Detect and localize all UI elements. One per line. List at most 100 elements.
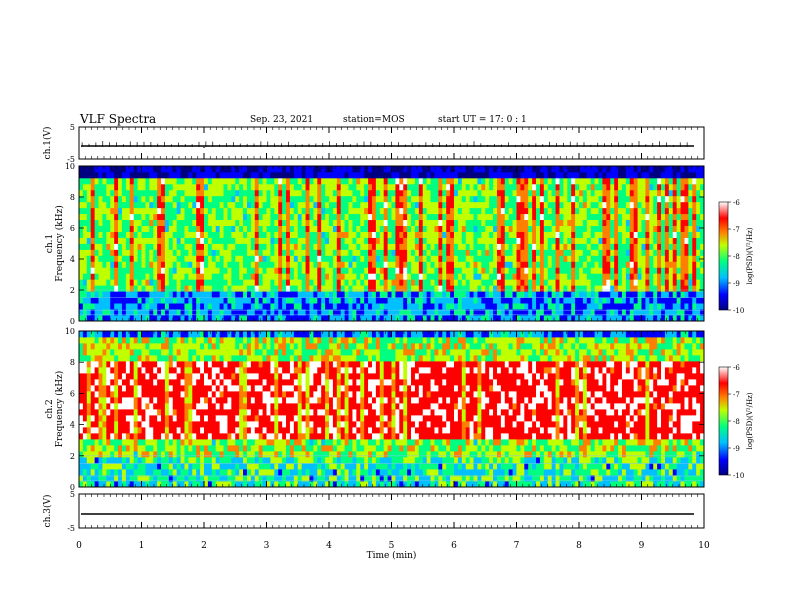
spectrogram-cell	[668, 237, 674, 244]
spectrogram-cell	[106, 261, 111, 268]
spectrogram-cell	[614, 279, 619, 286]
spectrogram-cell	[493, 207, 498, 215]
spectrogram-cell	[161, 225, 166, 232]
spectrogram-cell	[512, 207, 517, 215]
spectrogram-cell	[598, 291, 603, 298]
spectrogram-cell	[223, 243, 228, 250]
spectrogram-cell	[297, 309, 303, 316]
spectrogram-cell	[680, 231, 685, 238]
spectrogram-cell	[676, 237, 681, 244]
spectrogram-cell	[106, 451, 111, 458]
spectrogram-cell	[621, 207, 627, 215]
spectrogram-cell	[137, 297, 142, 304]
spectrogram-cell	[371, 315, 377, 322]
spectrogram-cell	[516, 207, 521, 215]
spectrogram-cell	[274, 315, 279, 322]
spectrogram-cell	[465, 291, 471, 298]
spectrogram-cell	[555, 171, 560, 179]
spectrogram-cell	[446, 207, 451, 215]
spectrogram-cell	[309, 291, 314, 298]
spectrogram-cell	[79, 397, 84, 404]
spectrogram-cell	[168, 291, 174, 298]
spectrogram-cell	[403, 231, 408, 238]
spectrogram-cell	[653, 303, 658, 310]
spectrogram-cell	[278, 213, 283, 221]
spectrogram-cell	[243, 315, 248, 322]
spectrogram-cell	[110, 267, 115, 274]
spectrogram-cell	[618, 261, 623, 268]
spectrogram-cell	[543, 273, 549, 280]
spectrogram-cell	[141, 195, 146, 203]
spectrogram-cell	[172, 255, 178, 262]
spectrogram-cell	[118, 355, 123, 362]
spectrogram-cell	[454, 183, 459, 191]
spectrogram-cell	[375, 225, 381, 232]
spectrogram-cell	[411, 255, 416, 262]
spectrogram-cell	[172, 249, 178, 256]
spectrogram-cell	[332, 303, 338, 310]
spectrogram-cell	[121, 273, 127, 280]
spectrogram-cell	[579, 255, 584, 262]
spectrogram-cell	[121, 166, 127, 173]
spectrogram-cell	[231, 201, 236, 209]
spectrogram-cell	[180, 315, 185, 322]
spectrogram-cell	[438, 166, 443, 173]
spectrogram-cell	[211, 297, 217, 304]
spectrogram-cell	[106, 349, 111, 356]
spectrogram-cell	[352, 261, 357, 268]
spectrogram-cell	[590, 273, 596, 280]
spectrogram-cell	[618, 315, 623, 322]
spectrogram-cell	[184, 213, 189, 221]
spectrogram-cell	[106, 177, 111, 185]
spectrogram-cell	[528, 273, 533, 280]
spectrogram-cell	[575, 189, 580, 197]
y-tick-label: 4	[70, 255, 75, 264]
spectrogram-cell	[442, 249, 447, 256]
spectrogram-cell	[153, 219, 158, 227]
spectrogram-cell	[196, 201, 201, 209]
spectrogram-cell	[614, 309, 619, 316]
spectrogram-cell	[137, 225, 142, 232]
spectrogram-cell	[149, 249, 154, 256]
spectrogram-cell	[520, 297, 525, 304]
spectrogram-cell	[606, 249, 611, 256]
spectrogram-cell	[336, 273, 342, 280]
spectrogram-cell	[661, 225, 666, 232]
spectrogram-cell	[621, 243, 627, 250]
spectrogram-cell	[598, 309, 603, 316]
spectrogram-cell	[465, 309, 471, 316]
spectrogram-cell	[586, 261, 592, 268]
spectrogram-cell	[461, 207, 467, 215]
spectrogram-cell	[692, 297, 697, 304]
spectrogram-cell	[293, 249, 299, 256]
spectrogram-cell	[469, 249, 474, 256]
spectrogram-cell	[625, 195, 631, 203]
spectrogram-cell	[680, 213, 685, 221]
spectrogram-cell	[254, 273, 260, 280]
spectrogram-cell	[344, 285, 349, 292]
spectrogram-cell	[164, 213, 170, 221]
spectrogram-cell	[243, 213, 248, 221]
spectrogram-cell	[102, 391, 107, 398]
spectrogram-cell	[434, 219, 439, 227]
spectrogram-cell	[192, 207, 197, 215]
spectrogram-cell	[465, 177, 471, 185]
spectrogram-cell	[567, 177, 572, 185]
spectrogram-cell	[157, 315, 162, 322]
spectrogram-cell	[422, 255, 428, 262]
spectrogram-cell	[356, 285, 361, 292]
spectrogram-cell	[141, 183, 146, 191]
spectrogram-cell	[250, 273, 256, 280]
spectrogram-cell	[582, 297, 588, 304]
spectrogram-cell	[278, 273, 283, 280]
spectrogram-cell	[356, 219, 361, 227]
spectrogram-cell	[532, 297, 537, 304]
spectrogram-cell	[102, 343, 107, 350]
spectrogram-cell	[450, 315, 455, 322]
spectrogram-cell	[645, 267, 650, 274]
spectrogram-cell	[94, 421, 99, 428]
spectrogram-cell	[602, 201, 607, 209]
spectrogram-cell	[661, 171, 666, 179]
spectrogram-cell	[321, 231, 326, 238]
spectrogram-cell	[457, 166, 463, 173]
